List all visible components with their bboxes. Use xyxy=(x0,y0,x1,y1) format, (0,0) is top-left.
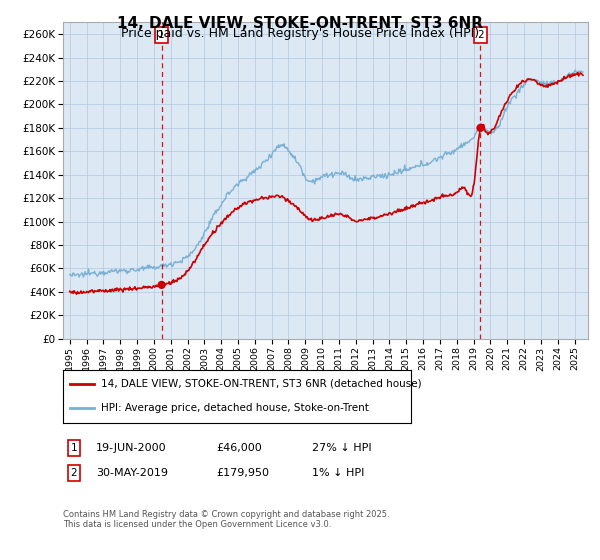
Text: 30-MAY-2019: 30-MAY-2019 xyxy=(96,468,168,478)
Text: £179,950: £179,950 xyxy=(216,468,269,478)
Text: 1: 1 xyxy=(158,30,165,40)
Text: 2: 2 xyxy=(70,468,77,478)
Text: 27% ↓ HPI: 27% ↓ HPI xyxy=(312,443,371,453)
Point xyxy=(476,123,485,132)
Text: 2: 2 xyxy=(477,30,484,40)
Text: Price paid vs. HM Land Registry's House Price Index (HPI): Price paid vs. HM Land Registry's House … xyxy=(121,27,479,40)
Text: 19-JUN-2000: 19-JUN-2000 xyxy=(96,443,167,453)
Text: £46,000: £46,000 xyxy=(216,443,262,453)
Point xyxy=(157,281,166,290)
Text: 1: 1 xyxy=(70,443,77,453)
Text: HPI: Average price, detached house, Stoke-on-Trent: HPI: Average price, detached house, Stok… xyxy=(101,403,369,413)
Text: 1% ↓ HPI: 1% ↓ HPI xyxy=(312,468,364,478)
Text: Contains HM Land Registry data © Crown copyright and database right 2025.
This d: Contains HM Land Registry data © Crown c… xyxy=(63,510,389,529)
Text: 14, DALE VIEW, STOKE-ON-TRENT, ST3 6NR (detached house): 14, DALE VIEW, STOKE-ON-TRENT, ST3 6NR (… xyxy=(101,379,422,389)
Text: 14, DALE VIEW, STOKE-ON-TRENT, ST3 6NR: 14, DALE VIEW, STOKE-ON-TRENT, ST3 6NR xyxy=(117,16,483,31)
